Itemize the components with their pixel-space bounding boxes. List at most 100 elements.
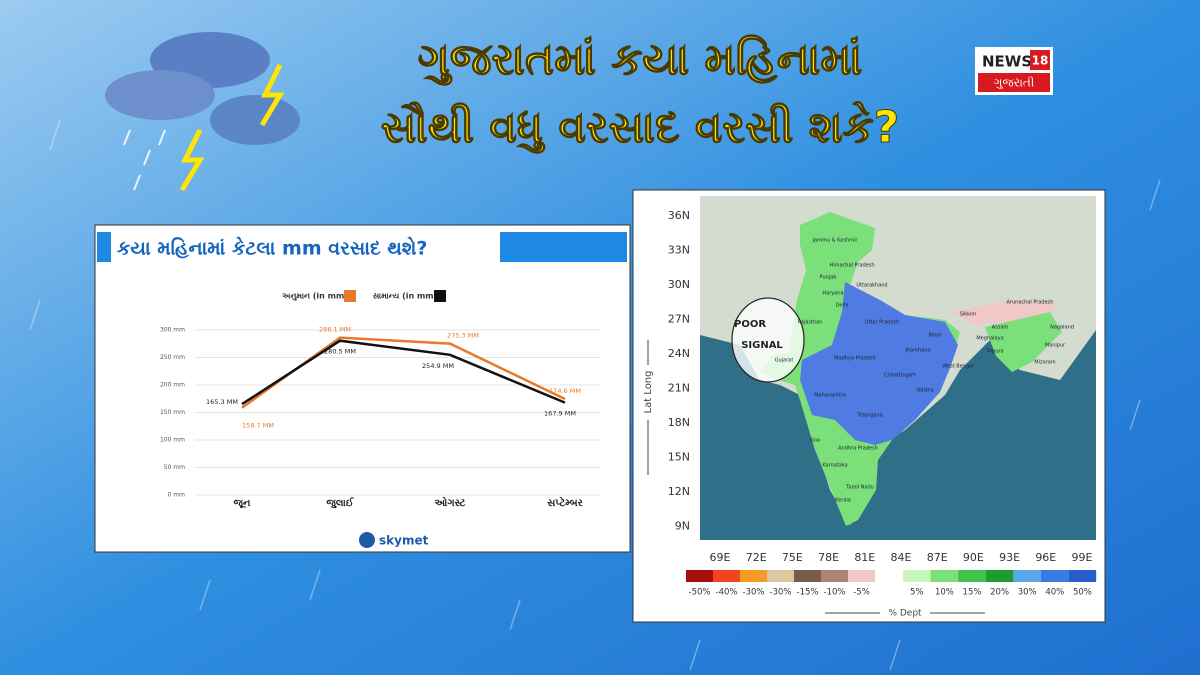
lat-label: 21N [668, 382, 690, 395]
source: skymet [379, 534, 429, 548]
state-label: Arunachal Pradesh [1007, 300, 1054, 306]
state-label: Meghalaya [976, 336, 1003, 342]
data-label: 286.1 MM [319, 326, 351, 334]
x-tick-label: ઓગસ્ટ [435, 495, 466, 509]
legend-swatch [985, 570, 1014, 582]
legend-swatch [1068, 570, 1097, 582]
legend-swatch [903, 570, 931, 582]
state-label: Odisha [916, 388, 933, 394]
annotation: SIGNAL [741, 340, 783, 351]
legend-label: 50% [1073, 588, 1092, 598]
legend-label: અનુમાન (in mm) [282, 292, 348, 302]
legend-swatch [1041, 570, 1069, 582]
legend-swatch [713, 570, 740, 582]
chart-panel: કયા મહિનામાં કેટલા mm વરસાદ થશે? skymet … [94, 224, 631, 553]
legend-label: -5% [853, 588, 870, 598]
state-label: Goa [810, 438, 820, 444]
data-label: 275.3 MM [447, 332, 479, 340]
state-label: Punjab [820, 275, 837, 281]
rain [29, 119, 1161, 671]
data-label: 165.3 MM [206, 398, 238, 406]
state-label: Tripura [985, 349, 1003, 355]
lon-label: 69E [710, 551, 731, 564]
state-label: Kerala [835, 498, 851, 504]
y-tick-label: 200 mm [160, 382, 185, 389]
data-label: 174.6 MM [549, 387, 581, 395]
lon-label: 81E [854, 551, 875, 564]
lat-label: 15N [668, 451, 690, 464]
lon-label: 75E [782, 551, 803, 564]
lat-label: 30N [668, 278, 690, 291]
line [241, 339, 566, 406]
legend-label: -30% [770, 588, 792, 598]
state-label: Madhya Pradesh [834, 356, 875, 362]
legend-label: 20% [990, 588, 1009, 598]
title-line-1: ગુજરાતમાં કયા મહિનામાં [418, 34, 863, 86]
legend-label: -40% [716, 588, 738, 598]
lat-label: 27N [668, 313, 690, 326]
legend-label: -15% [797, 588, 819, 598]
legend-label: 15% [963, 588, 982, 598]
map-panel: POOR SIGNAL Lat Long % Dept 36N 33N 30N 27N… [632, 189, 1106, 623]
state-label: Gujarat [775, 358, 794, 364]
logo-bottom: ગુજરાતી [994, 76, 1035, 90]
y-tick-label: 250 mm [160, 354, 185, 361]
data-label: 254.9 MM [422, 362, 454, 370]
state-label: Uttarakhand [856, 283, 887, 289]
lon-label: 87E [927, 551, 948, 564]
data-label: 158.7 MM [242, 422, 274, 430]
legend-label: 5% [910, 588, 924, 598]
y-tick-label: 0 mm [168, 492, 186, 499]
lat-label: 12N [668, 485, 690, 498]
state-label: West Bengal [942, 364, 973, 370]
logo-top: NEWS [982, 53, 1032, 71]
state-label: Mizoram [1034, 360, 1056, 366]
lon-label: 84E [891, 551, 912, 564]
poor-signal-area [731, 297, 805, 383]
legend-swatch [958, 570, 986, 582]
legend-label: -30% [743, 588, 765, 598]
legend-swatch [686, 570, 713, 582]
chart-title: કયા મહિનામાં કેટલા mm વરસાદ થશે? [117, 236, 427, 259]
lat-label: 18N [668, 416, 690, 429]
legend-swatch [848, 570, 875, 582]
x-tick-label: જૂન [234, 498, 251, 510]
lon-label: 78E [818, 551, 839, 564]
annotation: POOR [734, 319, 766, 330]
state-label: Nagaland [1050, 325, 1074, 331]
legend-swatch [1013, 570, 1041, 582]
legend-swatch [344, 290, 356, 302]
state-label: Delhi [836, 303, 849, 309]
state-label: Tamil Nadu [845, 485, 874, 491]
source-icon [359, 532, 375, 548]
legend-title: % Dept [888, 609, 922, 619]
logo: NEWS 18 ગુજરાતી [975, 47, 1053, 95]
legend-swatch [434, 290, 446, 302]
legend-label: -50% [689, 588, 711, 598]
state-label: Jammu & Kashmir [812, 238, 859, 244]
lat-label: 9N [675, 520, 690, 533]
lat-label: 33N [668, 244, 690, 257]
legend-label: 40% [1045, 588, 1064, 598]
legend-swatch [821, 570, 848, 582]
data-label: 167.9 MM [544, 410, 576, 418]
lon-label: 96E [1035, 551, 1056, 564]
state-label: Chhattisgarh [884, 373, 916, 379]
lat-label: 36N [668, 209, 690, 222]
state-label: Uttar Pradesh [865, 320, 899, 326]
y-tick-label: 300 mm [160, 327, 185, 334]
legend-swatch [794, 570, 821, 582]
y-tick-label: 150 mm [160, 409, 185, 416]
lon-label: 93E [999, 551, 1020, 564]
india-blue [800, 282, 958, 445]
axis-label: Lat Long [643, 371, 654, 414]
x-tick-label: જુલાઈ [326, 496, 354, 509]
state-label: Assam [992, 325, 1009, 331]
lat-label: 24N [668, 347, 690, 360]
state-label: Manipur [1045, 343, 1066, 349]
lon-label: 72E [746, 551, 767, 564]
lon-label: 90E [963, 551, 984, 564]
cloud-icon [105, 32, 300, 192]
state-label: Andhra Pradesh [838, 446, 878, 452]
